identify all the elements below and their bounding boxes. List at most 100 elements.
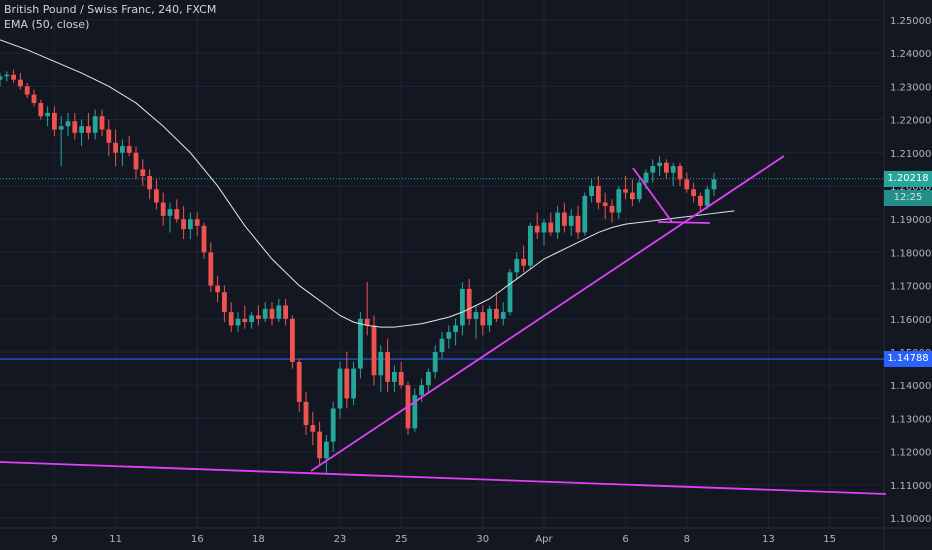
candle-body (582, 195, 588, 233)
candle-body (344, 368, 350, 399)
y-tick-label: 1.20000 (890, 182, 931, 193)
candle-body (58, 126, 64, 130)
indicator-label: EMA (50, close) (4, 18, 90, 31)
candle-body (704, 189, 710, 206)
candle-body (364, 318, 370, 326)
candle-body (188, 219, 193, 230)
candle-body (201, 225, 207, 253)
candle-body (432, 352, 438, 372)
horizontal-target-line (657, 221, 711, 224)
x-tick-label: 30 (476, 534, 489, 545)
candle-body (711, 179, 717, 190)
x-tick-label: Apr (535, 534, 553, 545)
candle-body (133, 152, 139, 170)
x-tick-label: 23 (334, 534, 347, 545)
current-price-tag: 1.20218 (884, 170, 932, 187)
candle-body (528, 225, 533, 266)
x-tick-label: 8 (684, 534, 690, 545)
candle-body (126, 146, 132, 153)
candle-body (160, 202, 166, 216)
candle-body (317, 431, 322, 459)
candle-body (324, 441, 329, 459)
x-tick-label: 15 (823, 534, 836, 545)
candle-body (0, 76, 3, 80)
candle-body (602, 202, 608, 206)
candle-body (378, 352, 384, 376)
candle-body (426, 371, 431, 386)
candle-body (310, 425, 316, 432)
candle-body (548, 222, 554, 233)
candle-body (521, 259, 526, 266)
candle-body (487, 308, 492, 326)
candle-body (677, 166, 683, 180)
candle-body (194, 219, 200, 226)
candle-body (507, 272, 513, 313)
x-tick-label: 13 (762, 534, 775, 545)
candle-body (269, 308, 275, 319)
y-tick-label: 1.22000 (890, 116, 931, 127)
candle-body (466, 288, 472, 319)
candle-body (670, 166, 676, 173)
candle-body (684, 179, 690, 190)
candle-body (636, 182, 642, 200)
current-price-value: 1.20218 (887, 172, 929, 184)
candle-body (4, 74, 10, 77)
candle-body (154, 189, 159, 203)
x-tick-label: 9 (51, 534, 57, 545)
candle-body (630, 192, 635, 200)
candle-body (262, 308, 268, 319)
candle-body (385, 352, 390, 382)
candle-body (120, 146, 125, 153)
ema-line (0, 39, 735, 328)
y-tick-label: 1.12000 (890, 448, 931, 459)
candle-body (623, 189, 628, 193)
candle-body (208, 252, 214, 286)
x-tick-label: 18 (252, 534, 265, 545)
candle-body (555, 212, 560, 233)
candle-body (52, 112, 57, 130)
candle-body (11, 74, 16, 80)
candle-body (106, 129, 112, 143)
x-tick-label: 6 (622, 534, 628, 545)
candle-body (589, 185, 594, 196)
candle-body (290, 318, 295, 362)
support-price-value: 1.14788 (887, 353, 929, 365)
candle-body (235, 318, 241, 326)
chart-legend: British Pound / Swiss Franc, 240, FXCM E… (4, 2, 216, 32)
candle-body (575, 215, 581, 233)
y-tick-label: 1.24000 (890, 49, 931, 60)
candle-body (140, 169, 146, 176)
y-tick-label: 1.14000 (890, 381, 931, 392)
y-tick-label: 1.11000 (890, 481, 931, 492)
x-tick-label: 11 (109, 534, 122, 545)
candle-body (691, 189, 696, 196)
candle-body (439, 338, 445, 352)
candle-body (174, 209, 180, 220)
candle-body (337, 368, 343, 409)
candle-body (92, 116, 98, 133)
support-price-tag: 1.14788 (884, 351, 932, 368)
candle-body (31, 94, 37, 103)
candle-body (256, 315, 261, 319)
candle-body (392, 371, 397, 382)
candle-body (541, 222, 547, 233)
candle-body (215, 285, 220, 293)
candle-body (514, 259, 520, 273)
candle-body (596, 185, 601, 203)
candle-body (72, 121, 78, 133)
candle-body (18, 79, 23, 87)
falling-wedge-line (632, 167, 673, 223)
candle-body (24, 86, 30, 95)
y-tick-label: 1.17000 (890, 282, 931, 293)
candle-body (167, 209, 173, 216)
candle-body (453, 325, 458, 333)
y-tick-label: 1.13000 (890, 414, 931, 425)
candle-body (371, 325, 377, 376)
candle-body (351, 368, 356, 399)
candle-body (147, 176, 152, 190)
candle-body (330, 408, 336, 442)
y-tick-label: 1.23000 (890, 82, 931, 93)
candle-body (86, 126, 91, 133)
